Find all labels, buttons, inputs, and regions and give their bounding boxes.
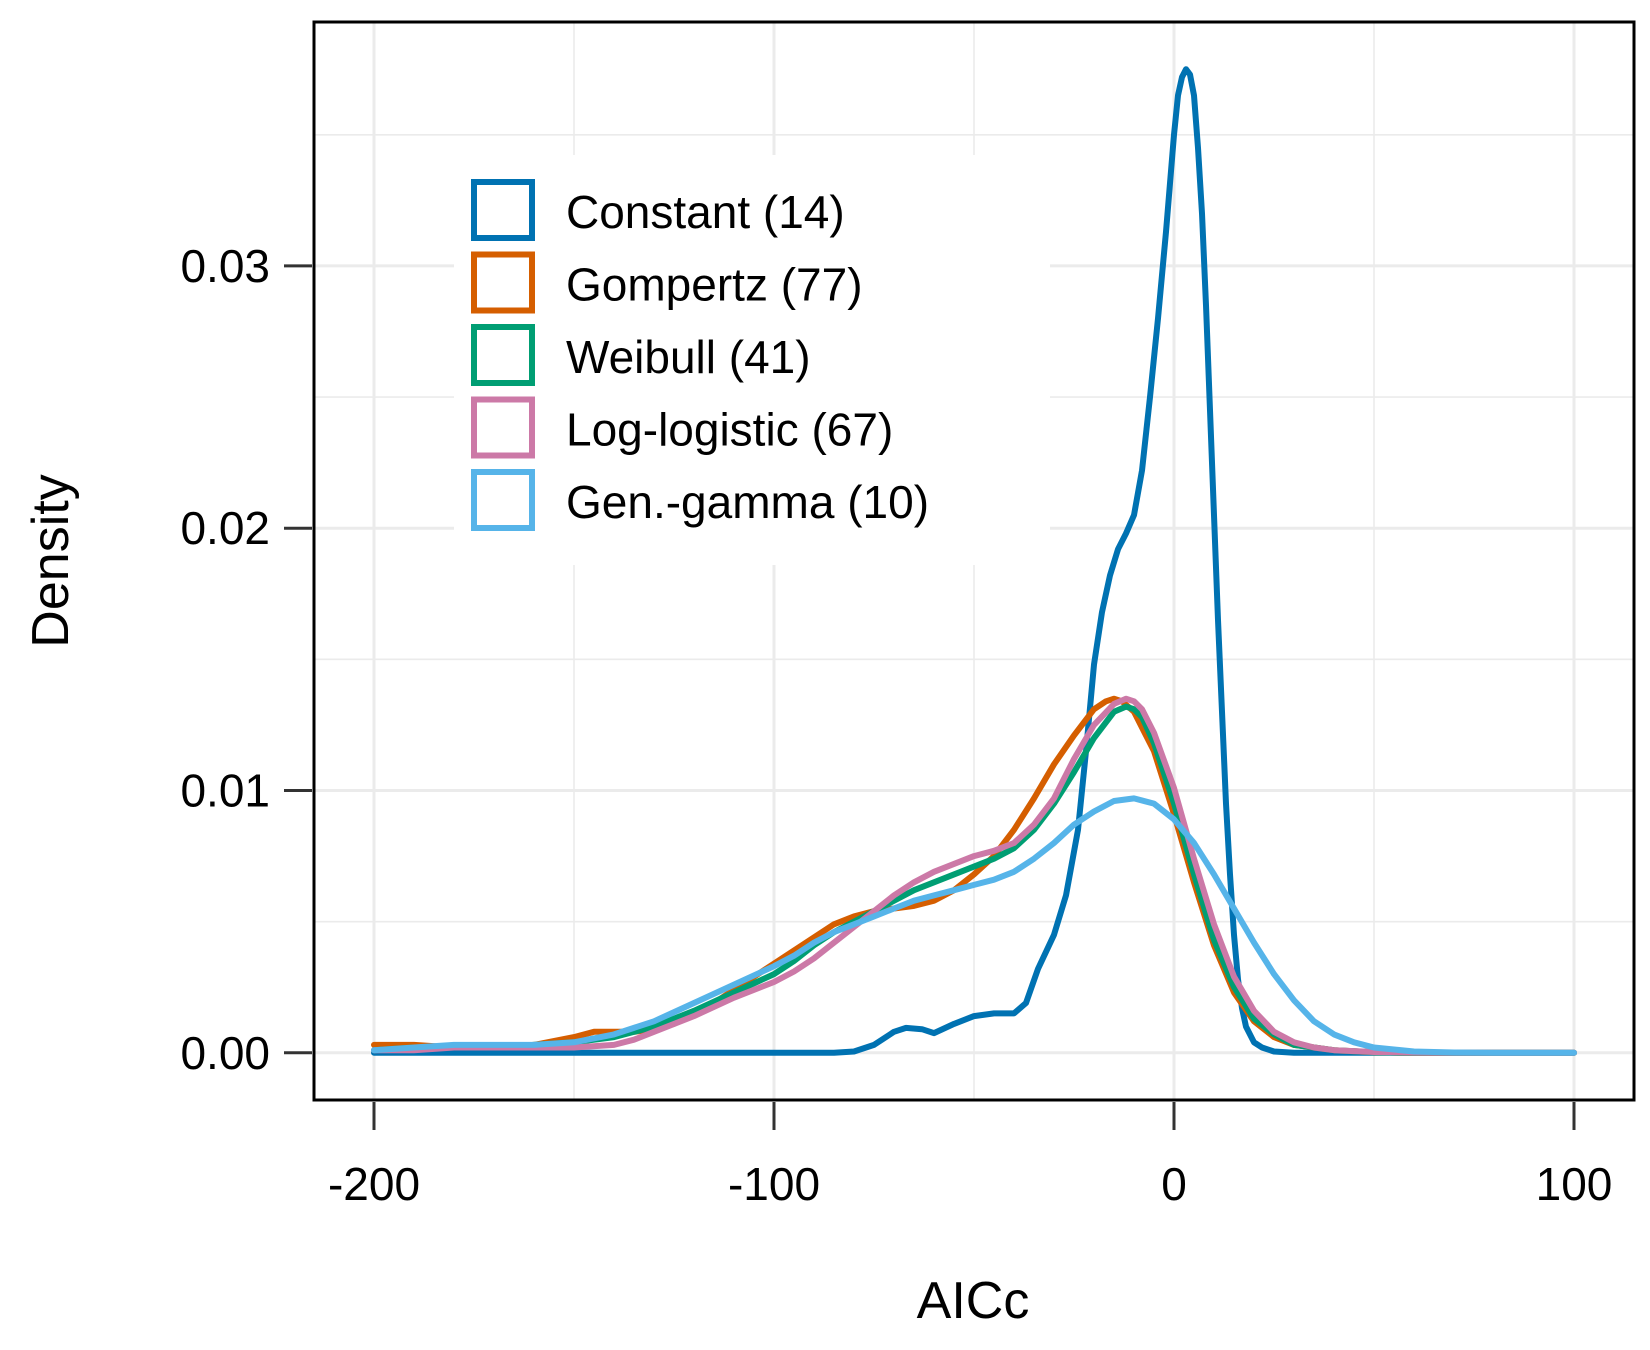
x-tick-label: -100 (728, 1158, 820, 1210)
legend-label-2: Gompertz (77) (566, 259, 863, 311)
y-tick-label: 0.02 (180, 502, 270, 554)
legend-background (454, 155, 1050, 565)
axes: -200 -100 0 100 0.00 0.01 0.02 0.03 (180, 240, 1612, 1210)
legend: Constant (14) Gompertz (77) Weibull (41) Lo… (454, 155, 1050, 565)
legend-key-5 (471, 469, 535, 531)
series-line-1 (371, 66, 1577, 1056)
y-tick-label: 0.01 (180, 765, 270, 817)
y-axis-title: Density (22, 474, 80, 647)
x-tick-label: 100 (1536, 1158, 1613, 1210)
legend-label-1: Constant (14) (566, 186, 845, 238)
series-layer (371, 66, 1577, 1056)
legend-key-3 (471, 324, 535, 386)
y-tick-label: 0.03 (180, 240, 270, 292)
x-axis-title: AICc (917, 1272, 1030, 1330)
legend-label-3: Weibull (41) (566, 331, 811, 383)
legend-label-4: Log-logistic (67) (566, 404, 893, 456)
legend-key-2 (471, 251, 535, 314)
series-line-4 (371, 695, 1577, 1056)
legend-label-5: Gen.-gamma (10) (566, 476, 929, 528)
plot-border (312, 20, 1636, 1102)
legend-key-1 (471, 179, 535, 241)
legend-key-4 (471, 396, 535, 459)
y-tick-label: 0.00 (180, 1027, 270, 1079)
x-tick-label: 0 (1161, 1158, 1187, 1210)
x-tick-label: -200 (328, 1158, 420, 1210)
series-line-5 (371, 795, 1577, 1056)
